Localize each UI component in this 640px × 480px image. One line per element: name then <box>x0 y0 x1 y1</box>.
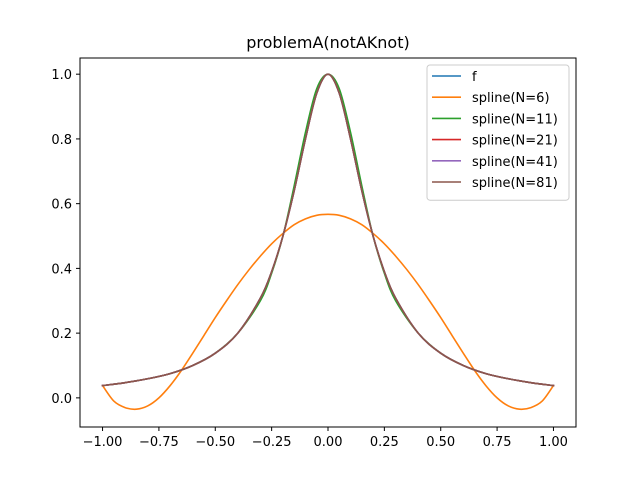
legend-label: spline(N=81) <box>472 176 558 191</box>
legend-label: f <box>472 70 477 85</box>
y-tick-label: 0.8 <box>51 133 72 148</box>
legend: f spline(N=6) spline(N=11) spline(N=21) spli… <box>426 64 570 201</box>
x-tick-label: 1.00 <box>539 435 568 450</box>
y-tick-label: 0.4 <box>51 262 72 277</box>
series-line-1 <box>101 213 555 411</box>
legend-label: spline(N=6) <box>472 91 550 106</box>
x-tick-label: 0.50 <box>426 435 455 450</box>
y-tick-label: 0.0 <box>51 392 72 407</box>
plot-lines <box>101 73 555 411</box>
legend-label: spline(N=41) <box>472 155 558 170</box>
y-tick-label: 0.2 <box>51 327 72 342</box>
x-tick-label: −0.75 <box>139 435 179 450</box>
x-tick-label: 0.75 <box>483 435 512 450</box>
legend-label: spline(N=11) <box>472 112 558 127</box>
x-tick-label: −0.25 <box>252 435 292 450</box>
x-tick-label: −0.50 <box>195 435 235 450</box>
y-tick-label: 1.0 <box>51 68 72 83</box>
legend-label: spline(N=21) <box>472 134 558 149</box>
y-tick-label: 0.6 <box>51 198 72 213</box>
x-tick-label: −1.00 <box>83 435 123 450</box>
series-line-5 <box>101 73 555 387</box>
y-axis: 0.0 0.2 0.4 0.6 0.8 1.0 <box>51 68 80 407</box>
legend-box <box>426 64 570 201</box>
chart-title: problemA(notAKnot) <box>246 33 409 52</box>
x-tick-label: 0.25 <box>370 435 399 450</box>
x-tick-label: 0.00 <box>314 435 343 450</box>
x-axis: −1.00 −0.75 −0.50 −0.25 0.00 0.25 0.50 0.75 1.00 <box>83 427 568 450</box>
